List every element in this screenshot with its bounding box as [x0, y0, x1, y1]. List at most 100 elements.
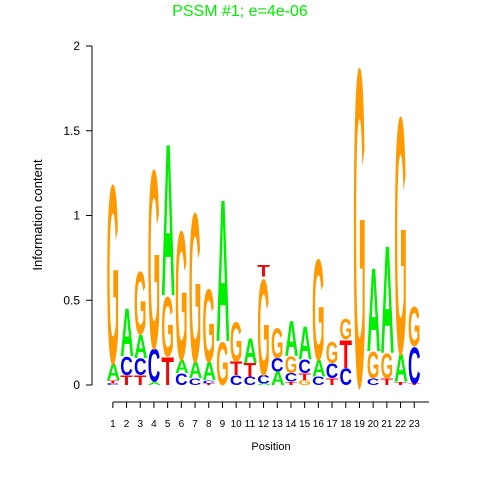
x-tick-label: 7	[192, 419, 198, 430]
logo-letter-g-pos-17: G	[326, 337, 338, 371]
logo-letter-t-pos-10: T	[230, 358, 243, 379]
x-tick-label: 20	[368, 419, 380, 430]
x-tick-label: 2	[124, 419, 130, 430]
logo-letter-g-pos-1: G	[107, 133, 119, 418]
logo-letter-g-pos-14: G	[285, 353, 297, 379]
x-tick-label: 4	[151, 419, 157, 430]
logo-letter-a-pos-8: A	[203, 356, 217, 386]
logo-letter-c-pos-4: C	[148, 339, 160, 392]
logo-letter-a-pos-3: A	[134, 328, 148, 365]
y-tick-label: 0.5	[63, 293, 80, 307]
logo-letter-g-pos-7: G	[189, 169, 201, 407]
logo-letter-a-pos-9: A	[216, 156, 230, 384]
logo-letter-t-pos-21: T	[381, 377, 394, 387]
x-tick-label: 22	[395, 419, 407, 430]
logo-letter-a-pos-20: A	[367, 244, 381, 377]
x-tick-label: 9	[220, 419, 226, 430]
logo-letter-a-pos-2: A	[120, 293, 134, 371]
logo-letter-g-pos-9: G	[216, 329, 228, 399]
x-tick-label: 18	[340, 419, 352, 430]
logo-letter-t-pos-3: T	[134, 372, 147, 388]
logo-letter-a-pos-15: A	[298, 316, 312, 370]
x-axis-ticks: 1 2 3 4 5 6 7 8 9 10 11 12 13 14 15 16 17 18 19 20 21 22 23	[110, 402, 420, 430]
logo-letter-t-pos-2: T	[120, 372, 133, 388]
x-tick-label: 13	[272, 419, 284, 430]
logo-letter-t-pos-8: T	[203, 383, 216, 386]
logo-letter-t-pos-12: T	[257, 261, 270, 280]
x-tick-label: 10	[231, 419, 243, 430]
y-tick-label: 0	[73, 378, 80, 392]
x-tick-label: 17	[326, 419, 338, 430]
y-tick-label: 1	[73, 209, 80, 223]
logo-letter-t-pos-5: T	[161, 348, 174, 393]
x-tick-label: 8	[206, 419, 212, 430]
logo-letter-c-pos-15: C	[298, 356, 310, 377]
logo-letter-a-pos-21: A	[381, 215, 395, 386]
logo-letter-a-pos-6: A	[175, 356, 189, 377]
x-tick-label: 19	[354, 419, 366, 430]
x-tick-label: 23	[409, 419, 421, 430]
logo-letter-g-pos-20: G	[367, 346, 379, 388]
logo-letter-c-pos-2: C	[120, 351, 133, 380]
logo-letter-g-pos-10: G	[230, 310, 243, 374]
logo-letter-c-pos-7: C	[189, 376, 202, 387]
x-tick-label: 6	[179, 419, 185, 430]
logo-letter-t-pos-14: T	[285, 381, 297, 386]
logo-letter-a-pos-7: A	[189, 357, 203, 384]
y-axis: 0 0.5 1 1.5 2 Information content	[30, 39, 93, 392]
logo-letter-t-pos-17: T	[326, 377, 339, 387]
logo-letter-c-pos-11: C	[244, 375, 257, 388]
logo-letter-t-pos-23: T	[408, 383, 421, 386]
x-tick-label: 15	[299, 419, 311, 430]
x-tick-label: 3	[137, 419, 143, 430]
logo-letter-t-pos-15: T	[298, 372, 311, 382]
logo-letter-c-pos-16: C	[312, 375, 325, 388]
x-tick-label: 11	[245, 419, 256, 430]
logo-letter-c-pos-10: C	[230, 373, 243, 388]
logo-letter-c-pos-12: C	[257, 374, 270, 387]
x-tick-label: 1	[110, 419, 116, 430]
logo-letter-g-pos-8: G	[203, 268, 215, 384]
logo-letter-c-pos-14: C	[285, 372, 298, 385]
logo-letter-c-pos-17: C	[326, 360, 338, 384]
logo-letter-t-pos-11: T	[244, 360, 257, 381]
logo-letter-a-pos-14: A	[285, 311, 299, 367]
logo-letter-c-pos-1: C	[107, 383, 120, 386]
logo-letter-t-pos-18: T	[340, 331, 353, 376]
y-axis-title: Information content	[30, 159, 45, 271]
logo-letter-g-pos-13: G	[271, 320, 283, 368]
logo-letter-c-pos-3: C	[134, 354, 147, 380]
logo-letter-t-pos-1: T	[107, 379, 119, 384]
logo-letter-g-pos-19: G	[353, 0, 365, 480]
logo-letter-c-pos-23: C	[408, 338, 421, 396]
logo-letter-g-pos-15: G	[298, 379, 310, 387]
logo-letter-g-pos-16: G	[312, 229, 324, 391]
logo-letter-a-pos-5: A	[161, 98, 175, 342]
logo-letter-g-pos-12: G	[257, 251, 269, 404]
logo-letter-g-pos-21: G	[381, 346, 393, 386]
logo-letter-g-pos-4: G	[148, 118, 160, 403]
logo-letter-c-pos-6: C	[175, 370, 187, 389]
x-axis-title: Position	[251, 441, 290, 453]
logo-letter-a-pos-1: A	[107, 359, 121, 386]
logo-letter-g-pos-18: G	[340, 313, 352, 345]
logo-letter-a-pos-12: A	[257, 383, 271, 386]
y-tick-label: 2	[73, 39, 80, 53]
y-tick-label: 1.5	[63, 124, 80, 138]
logo-letter-t-pos-22: T	[394, 381, 406, 386]
logo-letter-a-pos-22: A	[394, 346, 408, 391]
logo-letter-g-pos-6: G	[175, 192, 187, 399]
x-tick-label: 21	[381, 419, 393, 430]
chart-title: PSSM #1; e=4e-06	[172, 3, 308, 20]
logo-letter-c-pos-8: C	[203, 379, 216, 384]
logo-letter-c-pos-18: C	[340, 364, 353, 390]
y-axis-ticks: 0 0.5 1 1.5 2	[63, 39, 92, 392]
x-axis: 1 2 3 4 5 6 7 8 9 10 11 12 13 14 15 16 17 18 19 20 21 22 23 Po…	[110, 401, 429, 453]
x-tick-label: 16	[313, 419, 325, 430]
x-tick-label: 5	[165, 419, 171, 430]
logo-letter-g-pos-22: G	[394, 46, 406, 425]
logo-letter-a-pos-16: A	[312, 355, 326, 382]
logo-letter-c-pos-13: C	[271, 355, 283, 376]
